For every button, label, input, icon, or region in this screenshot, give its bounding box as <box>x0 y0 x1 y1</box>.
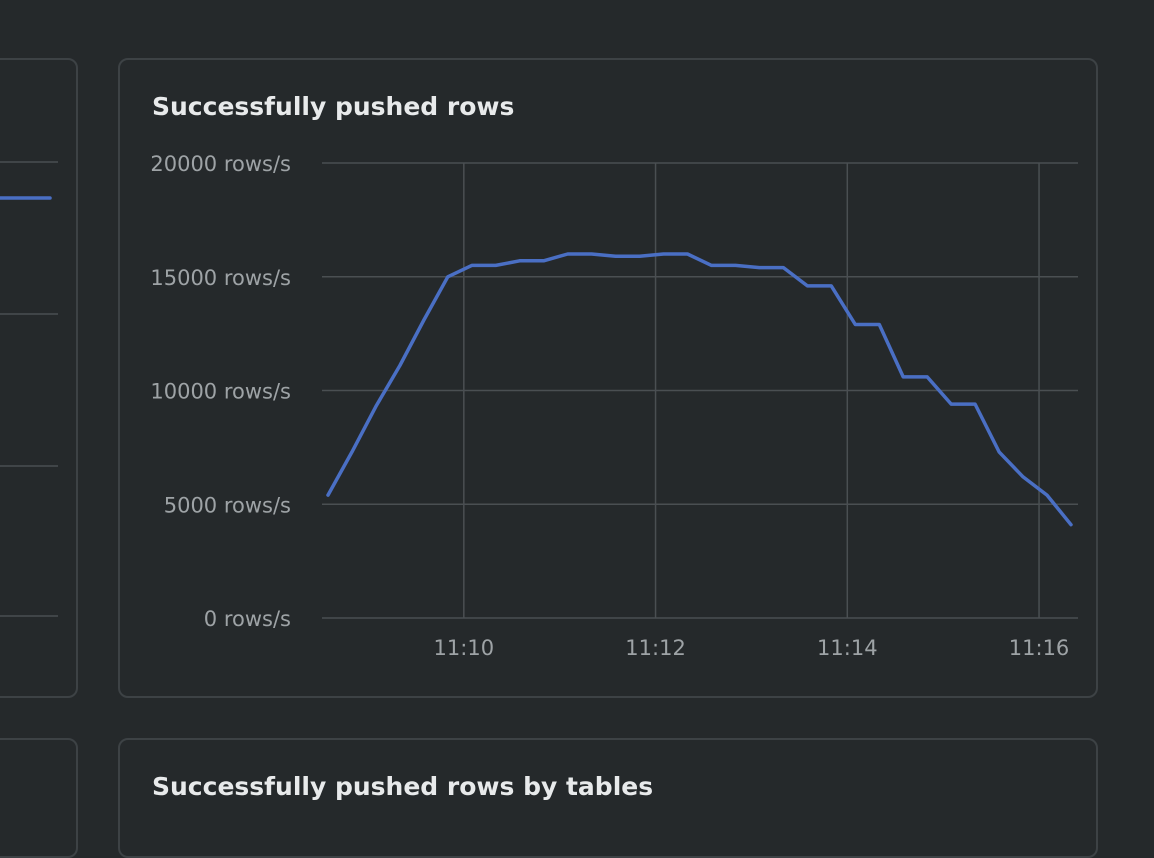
x-tick-label: 11:16 <box>1009 636 1070 660</box>
chart-title: Successfully pushed rows by tables <box>152 772 654 801</box>
y-tick-label: 10000 rows/s <box>150 380 291 404</box>
y-tick-label: 0 rows/s <box>204 607 291 631</box>
x-tick-label: 11:10 <box>434 636 495 660</box>
line-chart[interactable]: 0 rows/s 5000 rows/s 10000 rows/s 15000 row… <box>120 60 1100 700</box>
y-tick-label: 20000 rows/s <box>150 152 291 176</box>
left-chart-panel <box>0 58 78 698</box>
y-tick-label: 5000 rows/s <box>164 493 291 517</box>
left-chart-fragment <box>0 161 58 617</box>
chart-title: Successfully pushed rows <box>152 92 515 121</box>
chart-panel-pushed-rows: Successfully pushed rows 0 rows/s 5000 ro… <box>118 58 1098 698</box>
series-line <box>326 252 1073 527</box>
left-chart-panel-bottom <box>0 738 78 858</box>
x-tick-label: 11:12 <box>625 636 686 660</box>
chart-panel-pushed-rows-by-tables: Successfully pushed rows by tables <box>118 738 1098 858</box>
y-tick-label: 15000 rows/s <box>150 266 291 290</box>
x-tick-label: 11:14 <box>817 636 878 660</box>
